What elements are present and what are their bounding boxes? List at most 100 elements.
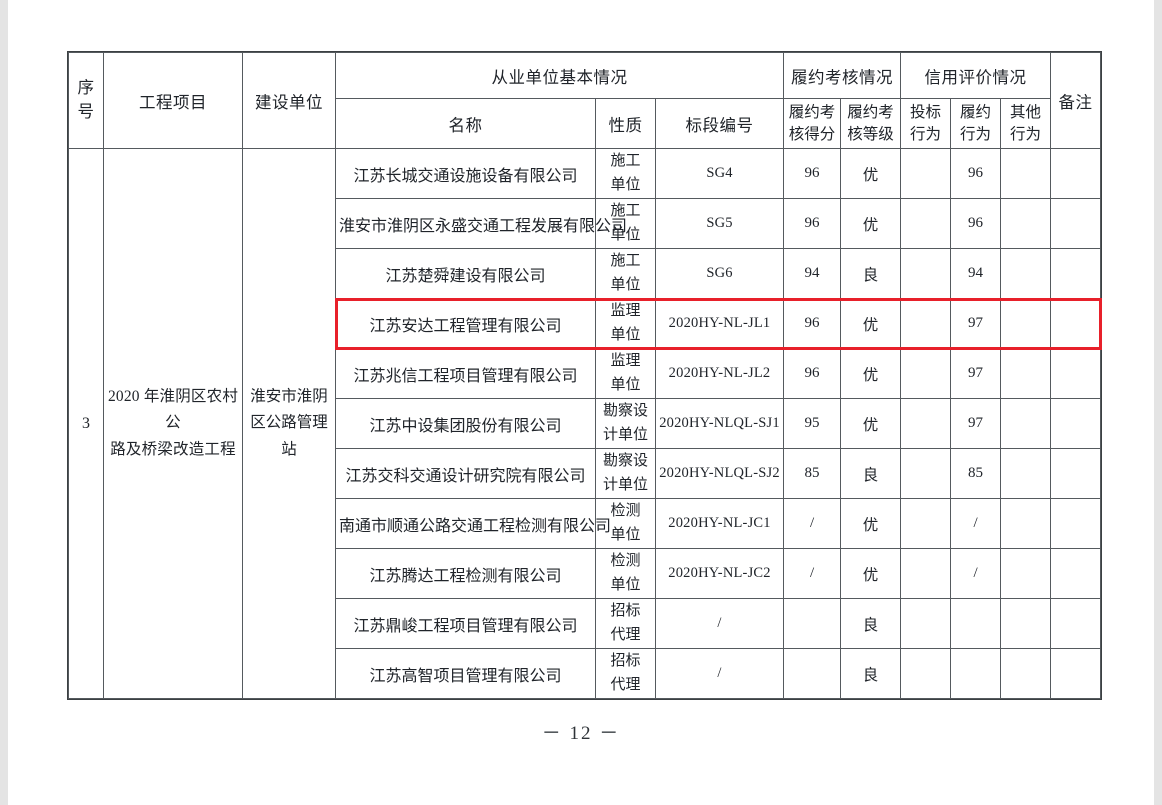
header-perf-grade-line1: 履约考	[847, 103, 894, 121]
cell-other-behavior	[1000, 148, 1052, 199]
table-row: 江苏兆信工程项目管理有限公司 监理 单位 2020HY-NL-JL2 96 优 97	[69, 348, 1102, 399]
cell-project-name: 2020 年淮阴区农村公 路及桥梁改造工程	[103, 148, 243, 699]
nature-line: 监理	[610, 303, 641, 320]
cell-company-name: 江苏长城交通设施设备有限公司	[335, 148, 596, 199]
cell-performance-behavior: 97	[950, 398, 1002, 449]
cell-performance-behavior	[950, 648, 1002, 699]
cell-company-name: 江苏兆信工程项目管理有限公司	[335, 348, 596, 399]
cell-company-name: 江苏腾达工程检测有限公司	[335, 548, 596, 599]
cell-other-behavior	[1000, 398, 1052, 449]
table-row: 南通市顺通公路交通工程检测有限公司 检测 单位 2020HY-NL-JC1/优 /	[69, 498, 1102, 549]
cell-performance-score: 85	[783, 448, 842, 499]
owner-line: 淮安市淮阴	[250, 387, 328, 405]
cell-remark	[1050, 298, 1102, 349]
nature-line: 单位	[610, 176, 641, 193]
cell-other-behavior	[1000, 298, 1052, 349]
header-owner: 建设单位	[242, 52, 336, 149]
cell-performance-score: /	[783, 548, 842, 599]
nature-line: 单位	[610, 376, 641, 393]
header-other-behavior: 其他 行为	[1000, 98, 1052, 149]
table-body: 3 2020 年淮阴区农村公 路及桥梁改造工程 淮安市淮阴区公路管理站 江苏长城交通设施…	[68, 148, 1102, 699]
cell-lot-number: SG4	[654, 148, 785, 199]
nature-line: 单位	[610, 526, 641, 543]
cell-remark	[1050, 348, 1102, 399]
cell-remark	[1050, 448, 1102, 499]
cell-unit-nature: 施工 单位	[595, 198, 656, 249]
nature-line: 勘察设	[602, 403, 648, 420]
header-group-credit: 信用评价情况	[900, 52, 1052, 99]
nature-line: 施工	[610, 203, 641, 220]
cell-unit-nature: 监理 单位	[595, 298, 656, 349]
cell-company-name: 淮安市淮阴区永盛交通工程发展有限公司	[335, 198, 627, 249]
cell-performance-score	[783, 598, 842, 649]
header-perf-score-line2: 核得分	[788, 125, 836, 143]
cell-performance-score: 96	[783, 198, 842, 249]
nature-line: 勘察设	[602, 453, 648, 470]
cell-company-name: 江苏中设集团股份有限公司	[335, 398, 596, 449]
cell-bid-behavior	[900, 348, 952, 399]
table-header: 序 号 工程项目 建设单位 从业单位基本情况 履约考核情况 信用评价情况 备注 …	[68, 52, 1102, 149]
cell-lot-number: 2020HY-NLQL-SJ1	[654, 398, 785, 449]
table-row: 淮安市淮阴区永盛交通工程发展有限公司 施工 单位 SG5 96 优 96	[69, 198, 1102, 249]
cell-performance-grade: 优	[840, 548, 902, 599]
cell-lot-number: 2020HY-NL-JC2	[654, 548, 785, 599]
cell-performance-grade: 优	[840, 148, 902, 199]
cell-bid-behavior	[900, 448, 952, 499]
nature-line: 单位	[610, 226, 641, 243]
performance-assessment-table: 序 号 工程项目 建设单位 从业单位基本情况 履约考核情况 信用评价情况 备注 …	[66, 51, 1103, 700]
cell-performance-behavior: 94	[950, 248, 1002, 299]
cell-performance-grade: 良	[840, 648, 902, 699]
cell-performance-score: 96	[783, 148, 842, 199]
cell-performance-grade: 优	[840, 298, 902, 349]
cell-lot-number: 2020HY-NL-JC1	[654, 498, 785, 549]
cell-company-name: 江苏高智项目管理有限公司	[335, 648, 596, 699]
owner-line: 区公路管理	[250, 414, 328, 432]
cell-performance-grade: 优	[840, 398, 902, 449]
table-row: 江苏腾达工程检测有限公司 检测 单位 2020HY-NL-JC2/优 /	[69, 548, 1102, 599]
header-project: 工程项目	[103, 52, 243, 149]
cell-company-name: 江苏安达工程管理有限公司	[335, 298, 596, 349]
cell-performance-score: 96	[783, 348, 842, 399]
nature-line: 施工	[610, 153, 641, 170]
cell-unit-nature: 招标 代理	[595, 598, 656, 649]
cell-other-behavior	[1000, 598, 1052, 649]
cell-company-name: 江苏鼎峻工程项目管理有限公司	[335, 598, 596, 649]
cell-remark	[1050, 248, 1102, 299]
cell-lot-number: 2020HY-NL-JL1	[654, 298, 785, 349]
cell-performance-grade: 良	[840, 448, 902, 499]
table-row: 江苏中设集团股份有限公司 勘察设 计单位 2020HY-NLQL-SJ1 95 优 97	[69, 398, 1102, 449]
cell-performance-behavior: 97	[950, 348, 1002, 399]
header-name: 名称	[335, 98, 596, 149]
cell-performance-score: 96	[783, 298, 842, 349]
cell-lot-number: /	[654, 648, 785, 699]
nature-line: 招标	[610, 653, 641, 670]
header-bid-behavior-line1: 投标	[910, 103, 942, 121]
cell-performance-score: 95	[783, 398, 842, 449]
cell-remark	[1050, 498, 1102, 549]
table-row: 江苏安达工程管理有限公司 监理 单位 2020HY-NL-JL1 96 优 97	[69, 298, 1102, 349]
cell-performance-grade: 良	[840, 598, 902, 649]
cell-unit-nature: 勘察设 计单位	[595, 398, 656, 449]
page-footer: － 12 －	[541, 723, 621, 744]
cell-unit-nature: 施工 单位	[595, 248, 656, 299]
cell-bid-behavior	[900, 298, 952, 349]
cell-bid-behavior	[900, 148, 952, 199]
cell-performance-score: 94	[783, 248, 842, 299]
owner-line: 站	[281, 440, 297, 458]
header-perf-behavior-line1: 履约	[960, 103, 992, 121]
assessment-table-container: 序 号 工程项目 建设单位 从业单位基本情况 履约考核情况 信用评价情况 备注 …	[66, 51, 1103, 700]
cell-lot-number: SG6	[654, 248, 785, 299]
header-row-columns: 名称 性质 标段编号 履约考 核得分 履约考 核等级 投标 行为	[69, 98, 1101, 149]
cell-sequence-number: 3	[68, 148, 104, 699]
header-perf-grade-line2: 核等级	[847, 125, 894, 143]
cell-performance-behavior: 85	[950, 448, 1002, 499]
cell-other-behavior	[1000, 348, 1052, 399]
header-perf-score: 履约考 核得分	[783, 98, 842, 149]
cell-lot-number: 2020HY-NL-JL2	[654, 348, 785, 399]
header-group-performance: 履约考核情况	[783, 52, 902, 99]
nature-line: 施工	[610, 253, 641, 270]
cell-lot-number: SG5	[654, 198, 785, 249]
header-perf-grade: 履约考 核等级	[840, 98, 902, 149]
cell-company-name: 江苏交科交通设计研究院有限公司	[335, 448, 596, 499]
header-group-contractor: 从业单位基本情况	[334, 52, 785, 99]
